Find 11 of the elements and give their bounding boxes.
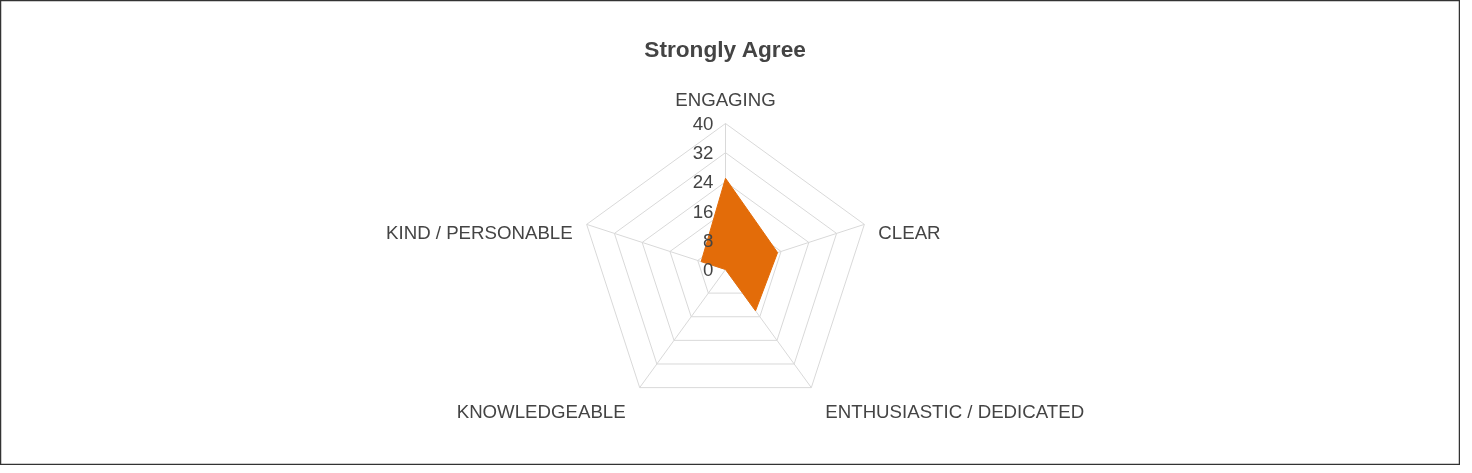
spoke-label: KNOWLEDGEABLE <box>456 401 626 423</box>
chart-title: Strongly Agree <box>644 35 806 62</box>
spoke-label: ENTHUSIASTIC / DEDICATED <box>825 401 1085 423</box>
y-tick-label: 32 <box>692 142 714 164</box>
y-tick-label: 24 <box>692 171 714 193</box>
y-tick-label: 40 <box>692 113 714 134</box>
spoke-label: ENGAGING <box>675 89 776 110</box>
spoke-label: CLEAR <box>878 221 941 243</box>
spoke-label: KIND / PERSONABLE <box>386 221 573 243</box>
y-tick-label: 16 <box>692 200 714 222</box>
y-tick-label: 0 <box>703 259 714 280</box>
